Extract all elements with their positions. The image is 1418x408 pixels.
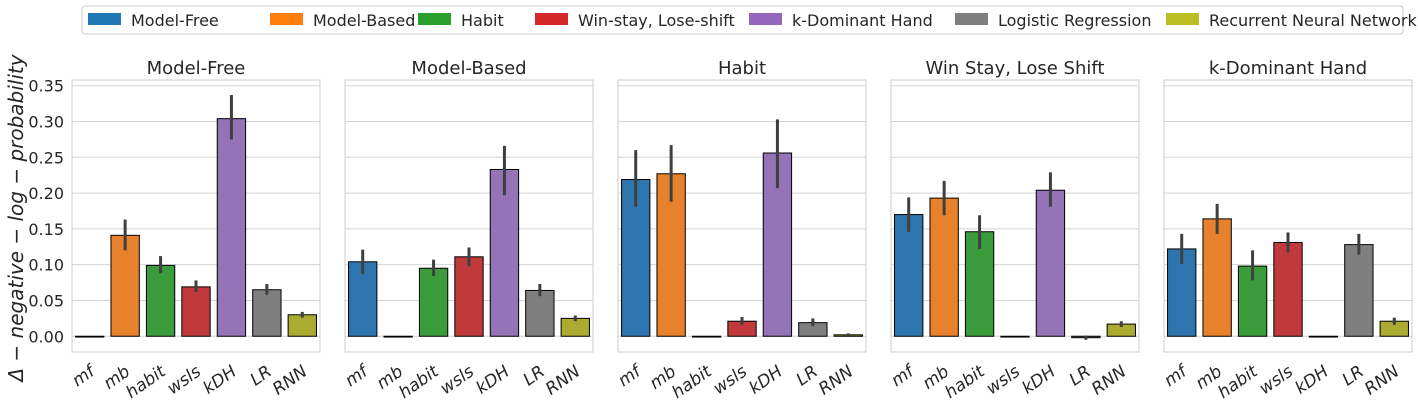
bar-mf xyxy=(894,214,924,337)
y-axis-label: Δ − negative − log − probability xyxy=(4,53,28,383)
legend-label: Logistic Regression xyxy=(998,11,1151,30)
x-tick-label: mf xyxy=(1161,360,1193,391)
bar-mf xyxy=(75,335,105,338)
y-tick-label: 0.25 xyxy=(28,148,64,167)
bar-habit xyxy=(145,264,176,337)
y-tick-label: 0.00 xyxy=(28,327,64,346)
x-tick-label: kDH xyxy=(473,362,514,399)
x-tick-label: mf xyxy=(342,360,374,391)
x-tick-label: wsls xyxy=(164,362,205,399)
x-tick-label: RNN xyxy=(815,362,857,400)
x-tick-label: kDH xyxy=(1019,362,1060,399)
legend-label: Habit xyxy=(461,11,504,30)
bar-RNN xyxy=(287,314,317,337)
bar-mb xyxy=(929,197,959,337)
bar-wsls xyxy=(1000,335,1030,338)
x-tick-label: mf xyxy=(69,360,101,391)
x-tick-label: mf xyxy=(888,360,920,391)
x-tick-label: mf xyxy=(615,360,647,391)
bar-LR xyxy=(525,289,555,337)
legend-label: Recurrent Neural Network xyxy=(1209,11,1417,30)
panel-title: Win Stay, Lose Shift xyxy=(926,58,1105,79)
bar-habit xyxy=(691,335,722,338)
x-tick-label: wsls xyxy=(1256,362,1297,399)
y-tick-label: 0.10 xyxy=(28,256,64,275)
x-tick-label: RNN xyxy=(542,362,584,400)
legend-entry: Habit xyxy=(418,11,504,30)
legend-swatch xyxy=(1166,13,1199,25)
panel-title: Model-Free xyxy=(147,58,246,79)
x-tick-label: wsls xyxy=(437,362,478,399)
y-tick-label: 0.05 xyxy=(28,291,64,310)
legend-swatch xyxy=(535,13,568,25)
y-tick-label: 0.20 xyxy=(28,184,64,203)
legend-swatch xyxy=(418,13,451,25)
legend-label: Model-Based xyxy=(313,11,415,30)
panel-frame xyxy=(890,79,1140,353)
x-tick-label: RNN xyxy=(1361,362,1403,400)
bar-kDH xyxy=(489,168,520,337)
panel-frame xyxy=(71,79,321,353)
legend-entry: Model-Based xyxy=(270,11,415,30)
panel-title: Model-Based xyxy=(411,58,526,79)
x-tick-label: kDH xyxy=(746,362,787,399)
legend-entry: Recurrent Neural Network xyxy=(1166,11,1417,30)
legend-label: Win-stay, Lose-shift xyxy=(578,11,735,30)
x-tick-label: RNN xyxy=(269,362,311,400)
bar-LR xyxy=(252,289,282,337)
bar-mf xyxy=(348,261,378,337)
panel-frame xyxy=(617,79,867,353)
bar-mb xyxy=(110,234,140,337)
bar-wsls xyxy=(454,256,484,337)
bar-LR xyxy=(1344,244,1374,337)
legend-entry: k-Dominant Hand xyxy=(749,11,933,30)
legend-swatch xyxy=(88,13,121,25)
legend-label: Model-Free xyxy=(131,11,219,30)
legend-entry: Win-stay, Lose-shift xyxy=(535,11,735,30)
legend-label: k-Dominant Hand xyxy=(792,11,933,30)
legend-frame xyxy=(81,5,1404,35)
legend: Model-Free Model-Based Habit Win-stay, Lose… xyxy=(81,5,1417,35)
x-tick-label: RNN xyxy=(1088,362,1130,400)
panel-title: Habit xyxy=(718,58,766,79)
bar-wsls xyxy=(181,286,211,337)
bar-kDH xyxy=(1308,335,1339,338)
legend-entry: Logistic Regression xyxy=(955,11,1151,30)
legend-swatch xyxy=(270,13,303,25)
bar-mb xyxy=(383,335,413,338)
legend-swatch xyxy=(955,13,988,25)
legend-swatch xyxy=(749,13,782,25)
x-tick-label: kDH xyxy=(200,362,241,399)
bar-wsls xyxy=(1273,241,1303,337)
subplot-panel: 0.00 0.05 0.10 0.15 0.20 0.25 0.30 0.35 Model-Fr… xyxy=(28,58,321,403)
panel-title: k-Dominant Hand xyxy=(1209,58,1367,79)
y-tick-label: 0.15 xyxy=(28,220,64,239)
legend-entry: Model-Free xyxy=(88,11,219,30)
x-tick-label: wsls xyxy=(710,362,751,399)
bar-kDH xyxy=(216,118,247,337)
panel-frame xyxy=(344,79,594,353)
y-tick-label: 0.30 xyxy=(28,113,64,132)
y-tick-label: 0.35 xyxy=(28,77,64,96)
panel-frame xyxy=(1163,79,1413,353)
x-tick-label: wsls xyxy=(983,362,1024,399)
bar-kDH xyxy=(1035,189,1066,337)
bar-habit xyxy=(418,267,449,337)
x-tick-label: kDH xyxy=(1292,362,1333,399)
bar-mb xyxy=(1202,218,1232,337)
